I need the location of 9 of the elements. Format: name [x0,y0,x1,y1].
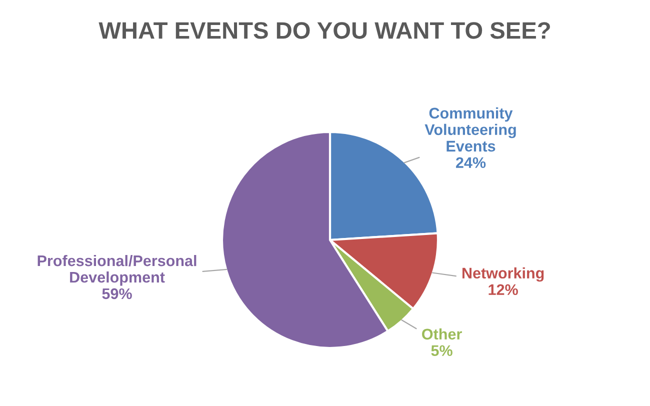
data-label: 59% [102,288,132,300]
slice-label: Other [422,328,462,340]
slice-label: Networking [462,267,544,282]
data-label: 12% [488,284,518,296]
data-label: 5% [431,345,452,356]
data-label: 24% [456,157,486,168]
slice-label: Community Volunteering Events [424,107,516,152]
chart-title: WHAT EVENTS DO YOU WANT TO SEE? [98,22,550,39]
slice-label: Professional/Personal Development [38,254,196,286]
